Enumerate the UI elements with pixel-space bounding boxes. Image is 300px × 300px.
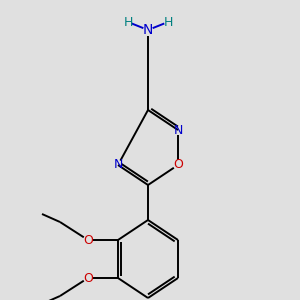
Text: H: H [163,16,173,28]
Text: O: O [173,158,183,172]
Text: O: O [83,233,93,247]
Text: N: N [113,158,123,172]
Text: H: H [123,16,133,28]
Text: O: O [83,272,93,284]
Text: N: N [173,124,183,136]
Text: N: N [143,23,153,37]
